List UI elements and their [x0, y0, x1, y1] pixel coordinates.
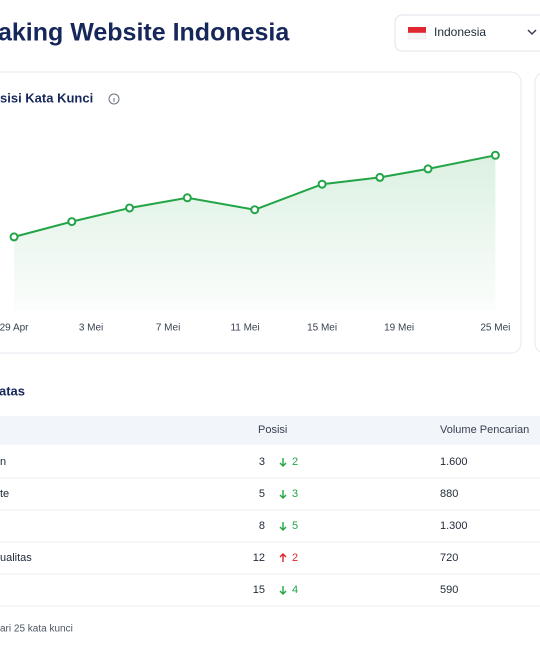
line-area: [14, 155, 496, 310]
point: [125, 203, 135, 213]
trend-arrow: [279, 586, 287, 595]
flag: [407, 32, 427, 40]
x-tick-label: 19 Mei: [384, 323, 414, 334]
point: [490, 150, 500, 160]
x-tick-label: 25 Mei: [480, 323, 510, 334]
change: 5: [292, 520, 298, 532]
table-header: [0, 416, 540, 445]
x-tick-label: 11 Mei: [230, 323, 259, 334]
point: [182, 193, 192, 203]
point: [250, 205, 260, 215]
trend-arrow: [279, 553, 287, 562]
trend-arrow: [279, 522, 287, 531]
position: 15: [253, 584, 265, 596]
table-title: atas: [0, 383, 25, 398]
change: 3: [292, 488, 298, 500]
point: [9, 232, 19, 242]
position: 3: [259, 456, 265, 468]
chart-title: sisi Kata Kunci: [0, 90, 93, 105]
volume: 720: [440, 552, 458, 564]
change: 4: [292, 584, 298, 596]
info-icon: [108, 93, 120, 105]
country-label: Indonesia: [434, 25, 486, 39]
x-tick-label: 15 Mei: [307, 323, 337, 334]
side-card: [534, 72, 540, 353]
country-select[interactable]: [394, 14, 540, 52]
position: 5: [259, 488, 265, 500]
keyword: ualitas: [0, 552, 32, 564]
point: [423, 164, 433, 174]
volume: 880: [440, 488, 458, 500]
x-tick-label: 3 Mei: [79, 323, 103, 334]
point: [317, 179, 327, 189]
volume: 590: [440, 584, 458, 596]
point: [67, 217, 77, 227]
flag: [408, 27, 426, 33]
keyword: n: [0, 456, 6, 468]
column-header: Volume Pencarian: [440, 424, 529, 436]
change: 2: [292, 456, 298, 468]
chevron: [527, 29, 537, 36]
trend-arrow: [279, 490, 287, 499]
x-tick-label: 29 Apr: [0, 323, 29, 334]
volume: 1.300: [440, 520, 468, 532]
change: 2: [292, 552, 298, 564]
keyword: te: [0, 488, 9, 500]
table-footer: ari 25 kata kunci: [0, 624, 73, 635]
position: 12: [253, 552, 265, 564]
position: 8: [259, 520, 265, 532]
volume: 1.600: [440, 456, 468, 468]
page-title: aking Website Indonesia: [0, 19, 290, 47]
column-header: Posisi: [258, 424, 287, 436]
x-tick-label: 7 Mei: [156, 323, 180, 334]
trend-arrow: [279, 458, 287, 467]
point: [375, 172, 385, 182]
